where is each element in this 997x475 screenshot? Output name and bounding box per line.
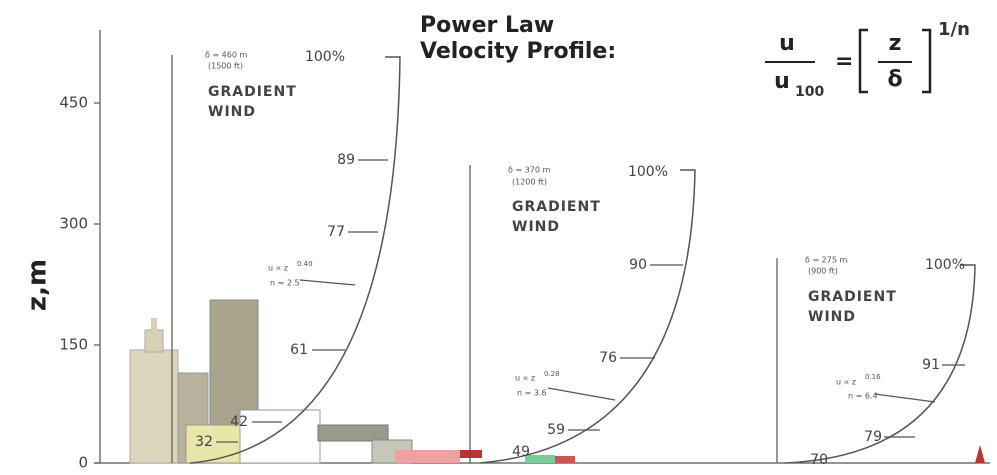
gradient-wind: GRADIENT <box>808 289 897 305</box>
tick-label: 150 <box>59 336 88 354</box>
exponent: 0.28 <box>544 370 560 378</box>
formula-u-denominator: u <box>774 69 790 94</box>
n-value: n = 2.5 <box>270 279 300 288</box>
formula-equals: = <box>835 49 853 74</box>
profile-label: 100% <box>305 49 345 65</box>
formula-exponent: 1/n <box>938 19 970 40</box>
exponent: 0.16 <box>865 373 881 381</box>
formula-u: u <box>779 31 795 56</box>
velocity-profile <box>784 264 976 464</box>
gradient-height-ft: (1200 ft) <box>512 178 547 187</box>
leader <box>299 279 356 286</box>
profile-label: 61 <box>290 342 308 358</box>
power-law: u ∝ z <box>836 378 856 387</box>
profile-label: 77 <box>327 224 345 240</box>
leader <box>874 393 936 403</box>
profile-label: 100% <box>925 257 965 273</box>
leader <box>547 387 616 401</box>
power-law: u ∝ z <box>515 374 535 383</box>
n-value: n = 6.4 <box>848 392 878 401</box>
tick-label: 450 <box>59 94 88 112</box>
velocity-profile <box>189 56 401 464</box>
exponent: 0.40 <box>297 260 313 268</box>
title-line1: Power Law <box>420 13 554 38</box>
gradient-height-ft: (900 ft) <box>808 267 838 276</box>
profile-label: 59 <box>547 422 565 438</box>
gradient-wind: WIND <box>208 104 256 120</box>
profile-label: 89 <box>337 152 355 168</box>
gradient-wind: WIND <box>808 309 856 325</box>
gradient-wind: WIND <box>512 219 560 235</box>
gradient-height: δ = 370 m <box>508 166 550 175</box>
velocity-profile <box>479 169 696 464</box>
profile-label: 91 <box>922 357 940 373</box>
profile-label: 76 <box>599 350 617 366</box>
formula-brackets <box>858 28 932 94</box>
formula-subscript: 100 <box>795 84 824 100</box>
profile-label: 49 <box>512 444 530 460</box>
profile-label: 42 <box>230 414 248 430</box>
buildings <box>129 299 985 464</box>
axis-label: z,m <box>23 259 53 311</box>
profile-label: 79 <box>864 429 882 445</box>
n-value: n = 3.6 <box>517 389 547 398</box>
profile-label: 100% <box>628 164 668 180</box>
profile-label: 32 <box>195 434 213 450</box>
gradient-height-ft: (1500 ft) <box>208 62 243 71</box>
gradient-wind: GRADIENT <box>512 199 601 215</box>
formula-z: z <box>889 31 902 56</box>
profile-label: 70 <box>810 452 828 468</box>
profile-label: 90 <box>629 257 647 273</box>
gradient-height: δ = 460 m <box>205 51 247 60</box>
z-ticks: 0 150 300 450 <box>59 94 100 472</box>
gradient-height: δ = 275 m <box>805 256 847 265</box>
formula-delta: δ <box>887 67 902 92</box>
tick-label: 300 <box>59 215 88 233</box>
power-law: u ∝ z <box>268 264 288 273</box>
gradient-wind: GRADIENT <box>208 84 297 100</box>
tick-label: 0 <box>78 454 88 472</box>
title-line2: Velocity Profile: <box>420 39 616 64</box>
